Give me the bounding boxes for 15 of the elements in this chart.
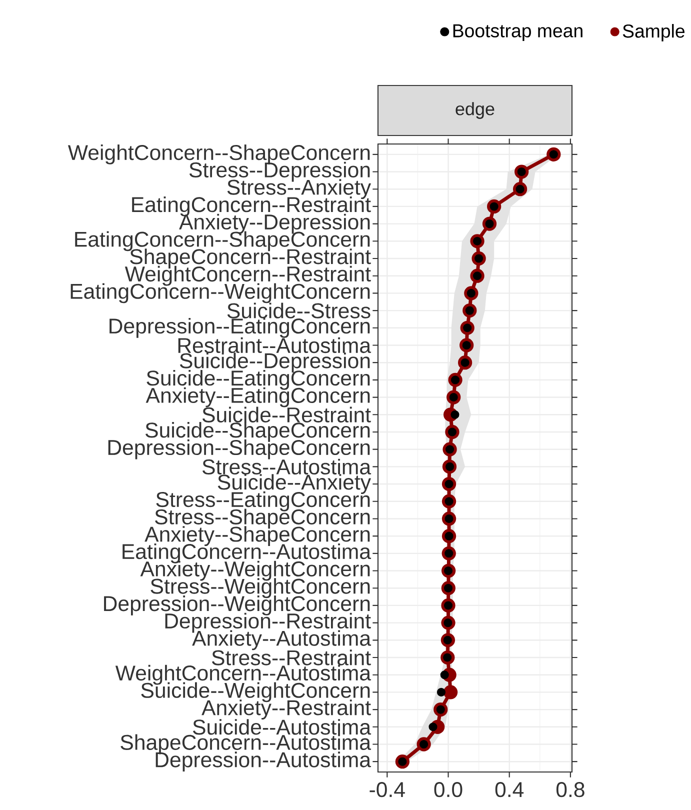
y-tick-label: Restraint--Autostima (178, 337, 372, 354)
y-tick-label: Stress--Restraint (212, 650, 371, 666)
chart-title: edge (456, 102, 494, 119)
y-tick-label: Suicide--Depression (180, 352, 370, 373)
y-tick-label: Depression--EatingConcern (110, 318, 370, 338)
y-tick-label: Stress--Autostima (202, 458, 372, 475)
x-tick-label: 0.8 (556, 782, 584, 798)
y-tick-label: Suicide--Autostima (192, 719, 372, 735)
x-tick-label: -0.4 (370, 782, 405, 798)
y-tick-label: Suicide--Stress (227, 302, 370, 318)
x-tick-label: 0.4 (495, 782, 524, 798)
legend-label: Sample (622, 24, 684, 42)
legend-label: Bootstrap mean (453, 24, 582, 42)
x-tick-label: 0.0 (434, 782, 462, 798)
y-tick-label: Suicide--Restraint (202, 406, 371, 422)
